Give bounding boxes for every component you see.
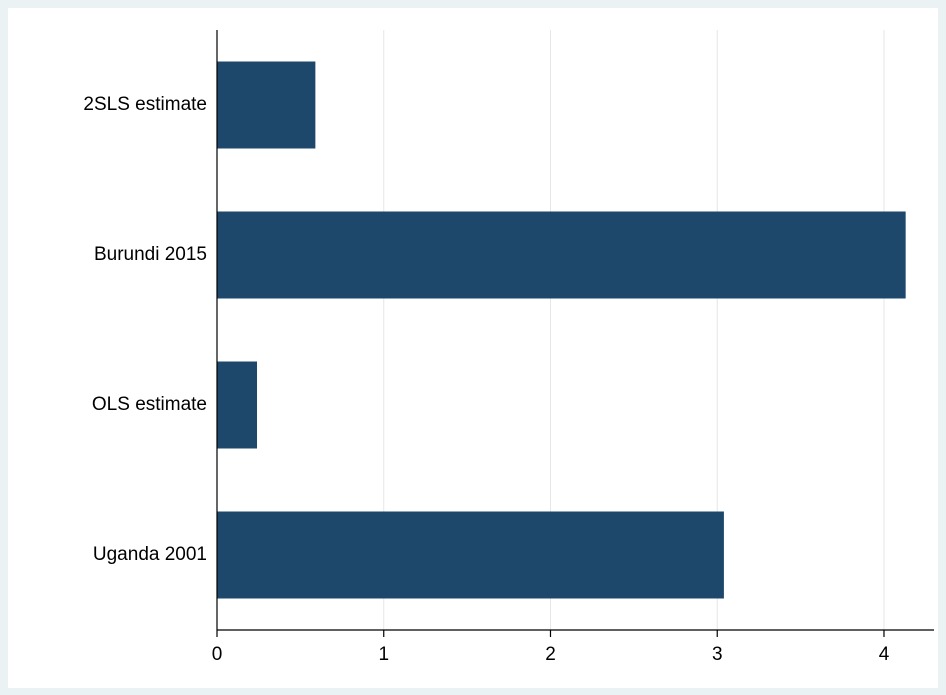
category-label: Uganda 2001 — [93, 544, 207, 565]
x-tick-label: 3 — [712, 644, 723, 665]
x-axis-ticks: 0 1 2 3 4 — [212, 630, 890, 665]
x-tick-label: 4 — [879, 644, 890, 665]
category-label: Burundi 2015 — [94, 244, 207, 265]
axes — [216, 30, 934, 631]
bar — [217, 511, 724, 599]
x-tick-label: 1 — [378, 644, 389, 665]
x-tick-label: 2 — [545, 644, 556, 665]
x-tick-label: 0 — [212, 644, 223, 665]
bar — [217, 61, 316, 149]
bars — [217, 61, 906, 599]
bar — [217, 361, 258, 449]
category-label: 2SLS estimate — [83, 94, 207, 115]
bar — [217, 211, 906, 299]
category-label: OLS estimate — [92, 394, 207, 415]
y-axis-labels: 2SLS estimate Burundi 2015 OLS estimate Uga… — [83, 94, 207, 565]
